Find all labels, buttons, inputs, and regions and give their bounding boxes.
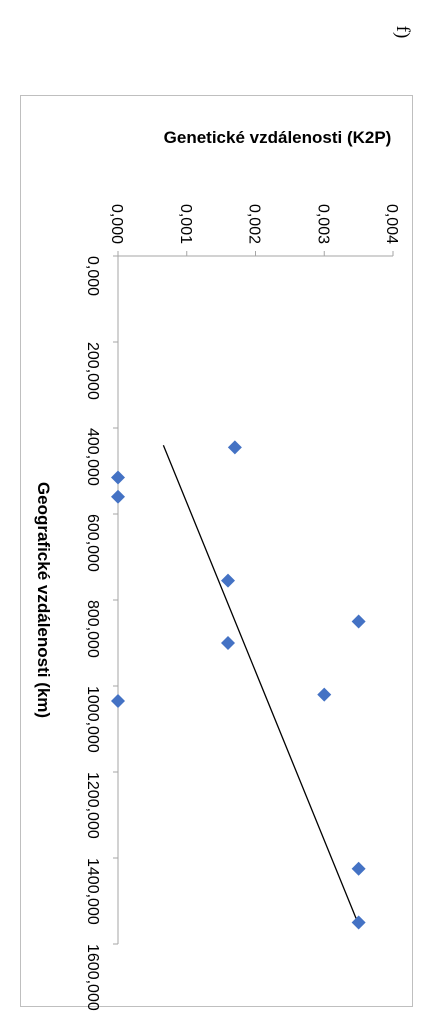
x-tick-label: 1000,000	[84, 686, 101, 753]
data-point	[221, 573, 235, 588]
x-axis-title: Geografické vzdálenosti (km)	[34, 482, 53, 718]
data-points	[111, 440, 366, 930]
data-point	[317, 687, 332, 702]
y-tick-label: 0,000	[108, 204, 125, 244]
x-tick-label: 200,000	[84, 342, 101, 400]
x-tick-label: 1400,000	[84, 858, 101, 925]
x-tick-label: 600,000	[84, 514, 101, 572]
trendline	[162, 444, 360, 925]
y-tick-label: 0,002	[246, 204, 263, 244]
y-tick-label: 0,003	[314, 204, 331, 244]
data-point	[351, 614, 366, 629]
axes	[113, 251, 394, 945]
y-axis-title: Genetické vzdálenosti (K2P)	[164, 128, 392, 147]
x-tick-label: 1200,000	[84, 772, 101, 839]
data-point	[111, 489, 125, 504]
data-point	[111, 694, 125, 709]
y-tick-label: 0,001	[177, 204, 194, 244]
tick-labels: 0,000 200,000 400,000 600,000 800,000 1000,00…	[84, 204, 400, 1011]
x-tick-label: 800,000	[84, 600, 101, 658]
data-point	[111, 470, 125, 485]
data-point	[351, 915, 366, 930]
axis-titles: Genetické vzdálenosti (K2P) Geografické …	[34, 128, 391, 718]
trendline-group	[162, 444, 360, 925]
data-point	[221, 636, 235, 650]
x-tick-label: 0,000	[84, 256, 101, 296]
chart-frame	[20, 95, 413, 1007]
data-point	[227, 440, 242, 455]
data-point	[351, 861, 366, 876]
x-tick-label: 1600,000	[84, 944, 101, 1011]
x-tick-label: 400,000	[84, 428, 101, 486]
y-tick-label: 0,004	[383, 204, 400, 244]
